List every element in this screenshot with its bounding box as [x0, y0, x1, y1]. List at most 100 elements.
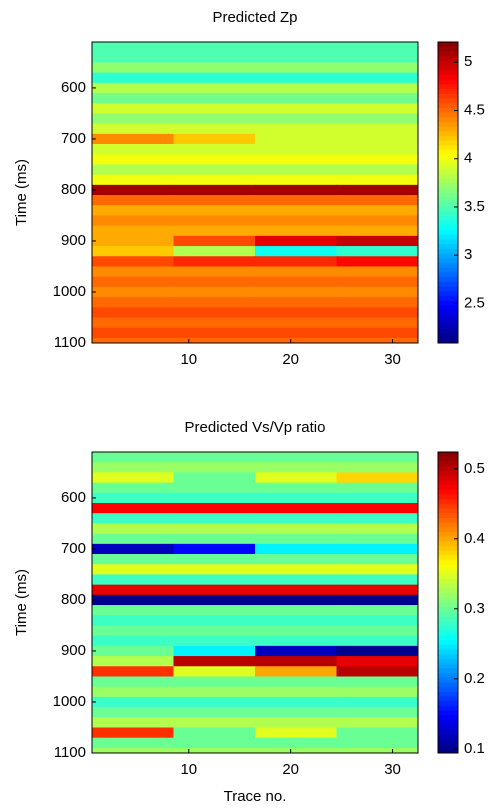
- heatmap-cell: [173, 123, 256, 135]
- heatmap-cell: [255, 215, 337, 227]
- chart-title: Predicted Vs/Vp ratio: [185, 419, 326, 436]
- heatmap-cell: [92, 72, 174, 84]
- colorbar-step: [438, 107, 458, 114]
- colorbar-step: [438, 499, 458, 505]
- colorbar-step: [438, 743, 458, 749]
- heatmap-cell: [173, 266, 256, 278]
- heatmap-cell: [173, 452, 256, 463]
- heatmap-cell: [92, 276, 174, 288]
- heatmap-cell: [92, 472, 174, 484]
- heatmap-cell: [92, 686, 174, 698]
- heatmap-cell: [336, 696, 418, 708]
- colorbar-step: [438, 668, 458, 674]
- heatmap-cell: [92, 337, 174, 343]
- heatmap-cell: [92, 317, 174, 329]
- heatmap-cell: [255, 174, 337, 186]
- heatmap-cell: [173, 144, 256, 155]
- heatmap-cell: [255, 184, 337, 196]
- heatmap-cell: [173, 625, 256, 637]
- colorbar-step: [438, 475, 458, 481]
- heatmap-cell: [92, 543, 174, 555]
- colorbar-step: [438, 319, 458, 325]
- heatmap-cell: [92, 462, 174, 473]
- heatmap-cell: [173, 52, 256, 63]
- colorbar-step: [438, 663, 458, 669]
- colorbar-step: [438, 216, 458, 222]
- colorbar-step: [438, 541, 458, 547]
- colorbar-step: [438, 46, 458, 52]
- heatmap-cell: [92, 195, 174, 206]
- colorbar-step: [438, 710, 458, 716]
- heatmap-cell: [255, 503, 337, 514]
- heatmap-cell: [173, 327, 256, 339]
- colorbar-step: [438, 649, 458, 655]
- heatmap-cell: [336, 727, 418, 739]
- colorbar-step: [438, 56, 458, 62]
- x-axis-label: Trace no.: [224, 788, 287, 805]
- colorbar-step: [438, 89, 458, 95]
- heatmap-cell: [255, 266, 337, 278]
- heatmap-cell: [92, 635, 174, 647]
- heatmap-cell: [336, 123, 418, 135]
- heatmap-cell: [336, 225, 418, 237]
- heatmap-cell: [336, 717, 418, 728]
- heatmap-cell: [336, 554, 418, 565]
- heatmap-cell: [255, 337, 337, 343]
- heatmap-cell: [336, 266, 418, 278]
- colorbar-step: [438, 720, 458, 726]
- colorbar-step: [438, 503, 458, 509]
- colorbar-step: [438, 550, 458, 556]
- heatmap-cell: [336, 133, 418, 145]
- colorbar-step: [438, 201, 458, 208]
- colorbar-step: [438, 522, 458, 528]
- colorbar-step: [438, 546, 458, 552]
- heatmap-cell: [336, 656, 418, 667]
- colorbar-step: [438, 560, 458, 566]
- colorbar-step: [438, 480, 458, 486]
- heatmap-cell: [336, 747, 418, 753]
- heatmap-cell: [336, 317, 418, 329]
- colorbar-step: [438, 230, 458, 236]
- heatmap-cell: [255, 276, 337, 288]
- heatmap-cell: [336, 256, 418, 267]
- colorbar-tick-label: 0.1: [464, 740, 485, 757]
- heatmap-cell: [255, 103, 337, 114]
- heatmap-cell: [92, 533, 174, 545]
- colorbar-step: [438, 527, 458, 533]
- heatmap-cell: [92, 584, 174, 596]
- heatmap-cell: [255, 523, 337, 535]
- heatmap-cell: [173, 533, 256, 545]
- heatmap-cell: [173, 307, 256, 318]
- heatmap-cell: [336, 286, 418, 298]
- heatmap-cell: [255, 256, 337, 267]
- heatmap-cell: [173, 543, 256, 555]
- colorbar-tick-label: 4.5: [464, 101, 485, 118]
- colorbar-step: [438, 117, 458, 123]
- colorbar-step: [438, 145, 458, 151]
- heatmap-cell: [255, 645, 337, 657]
- heatmap-cell: [255, 605, 337, 616]
- x-tick-label: 10: [180, 351, 197, 368]
- colorbar-step: [438, 691, 458, 698]
- heatmap-cell: [255, 696, 337, 708]
- colorbar-step: [438, 588, 458, 594]
- heatmap-cell: [336, 543, 418, 555]
- colorbar-step: [438, 272, 458, 278]
- heatmap-cell: [173, 62, 256, 74]
- x-tick-label: 10: [180, 761, 197, 778]
- heatmap-cell: [173, 584, 256, 596]
- colorbar-step: [438, 597, 458, 603]
- heatmap-cell: [92, 62, 174, 74]
- heatmap-cell: [92, 174, 174, 186]
- colorbar-tick-label: 0.4: [464, 530, 485, 547]
- heatmap-cell: [255, 144, 337, 155]
- heatmap-cell: [255, 686, 337, 698]
- heatmap-cell: [92, 676, 174, 688]
- colorbar-step: [438, 253, 458, 259]
- heatmap-cell: [92, 82, 174, 94]
- heatmap-cell: [92, 246, 174, 257]
- heatmap-cell: [173, 605, 256, 616]
- heatmap-cell: [255, 492, 337, 504]
- heatmap-cell: [173, 225, 256, 237]
- heatmap-cell: [255, 327, 337, 339]
